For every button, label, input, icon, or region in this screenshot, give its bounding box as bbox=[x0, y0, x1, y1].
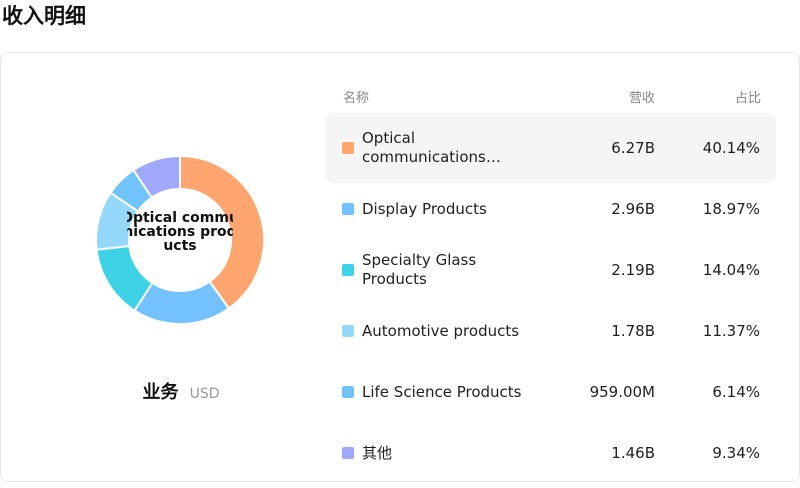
row-share: 40.14% bbox=[702, 139, 760, 157]
donut-center-text: Optical communications products bbox=[127, 211, 233, 254]
row-revenue: 1.78B bbox=[611, 322, 655, 340]
row-share: 14.04% bbox=[702, 261, 760, 279]
row-share: 9.34% bbox=[712, 444, 760, 462]
row-name: Life Science Products bbox=[362, 383, 522, 401]
row-name: Display Products bbox=[362, 200, 487, 218]
legend-swatch bbox=[342, 203, 354, 215]
row-revenue: 2.96B bbox=[611, 200, 655, 218]
row-share: 6.14% bbox=[712, 383, 760, 401]
legend-swatch bbox=[342, 325, 354, 337]
row-revenue: 1.46B bbox=[611, 444, 655, 462]
row-name: Optical communications… bbox=[362, 129, 501, 166]
chart-caption: 业务 USD bbox=[81, 378, 281, 404]
donut-slice[interactable] bbox=[132, 155, 181, 199]
table-row[interactable]: 其他 1.46B 9.34% bbox=[326, 418, 776, 488]
header-share: 占比 bbox=[734, 91, 761, 106]
legend-swatch bbox=[342, 142, 354, 154]
page-title: 收入明细 bbox=[2, 4, 86, 28]
header-revenue: 营收 bbox=[628, 91, 655, 106]
header-name: 名称 bbox=[343, 91, 370, 106]
row-name: 其他 bbox=[362, 444, 393, 462]
donut-svg bbox=[95, 155, 265, 325]
caption-label: 业务 bbox=[142, 382, 179, 403]
legend-swatch bbox=[342, 264, 354, 276]
legend-swatch bbox=[342, 447, 354, 459]
donut-chart[interactable]: Optical communications products bbox=[95, 155, 265, 325]
table-header: 名称 营收 占比 bbox=[341, 87, 761, 107]
row-revenue: 6.27B bbox=[611, 139, 655, 157]
row-revenue: 2.19B bbox=[611, 261, 655, 279]
row-share: 18.97% bbox=[702, 200, 760, 218]
legend-swatch bbox=[342, 386, 354, 398]
row-name: Automotive products bbox=[362, 322, 520, 340]
row-name: Specialty Glass Products bbox=[362, 251, 477, 288]
table-row[interactable]: Life Science Products 959.00M 6.14% bbox=[326, 357, 776, 427]
row-revenue: 959.00M bbox=[589, 383, 655, 401]
caption-unit: USD bbox=[189, 386, 220, 402]
row-share: 11.37% bbox=[702, 322, 760, 340]
revenue-card: Optical communications products 业务 USD 名… bbox=[0, 52, 800, 482]
table-row[interactable]: Optical communications… 6.27B 40.14% bbox=[326, 113, 776, 183]
table-row[interactable]: Automotive products 1.78B 11.37% bbox=[326, 296, 776, 366]
donut-center-label: Optical communications products bbox=[127, 211, 233, 277]
table-row[interactable]: Display Products 2.96B 18.97% bbox=[326, 174, 776, 244]
table-row[interactable]: Specialty Glass Products 2.19B 14.04% bbox=[326, 235, 776, 305]
donut-slice[interactable] bbox=[179, 155, 265, 310]
